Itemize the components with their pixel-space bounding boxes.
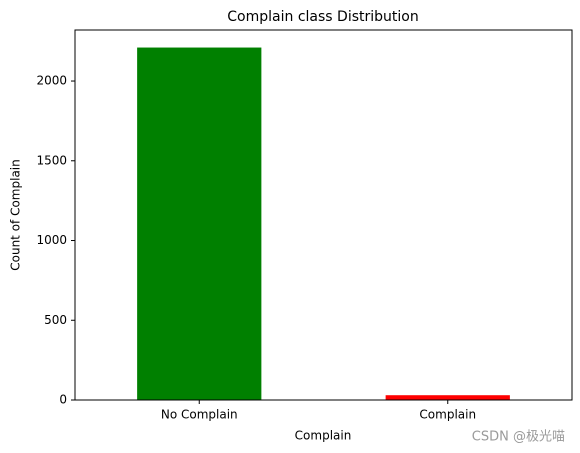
y-tick-label: 2000	[36, 74, 67, 88]
bar	[137, 47, 262, 401]
y-tick-label: 1000	[36, 233, 67, 247]
y-tick-label: 0	[59, 393, 67, 407]
bar	[385, 395, 510, 400]
chart-title: Complain class Distribution	[227, 9, 418, 25]
plot-frame	[74, 29, 573, 401]
y-axis-label: Count of Complain	[9, 159, 23, 271]
y-tick-label: 500	[44, 313, 67, 327]
x-axis-label: Complain	[295, 429, 352, 443]
y-tick-label: 1500	[36, 153, 67, 167]
watermark: CSDN @极光喵	[472, 430, 565, 445]
x-tick-label: Complain	[419, 408, 476, 422]
x-tick-label: No Complain	[161, 408, 238, 422]
